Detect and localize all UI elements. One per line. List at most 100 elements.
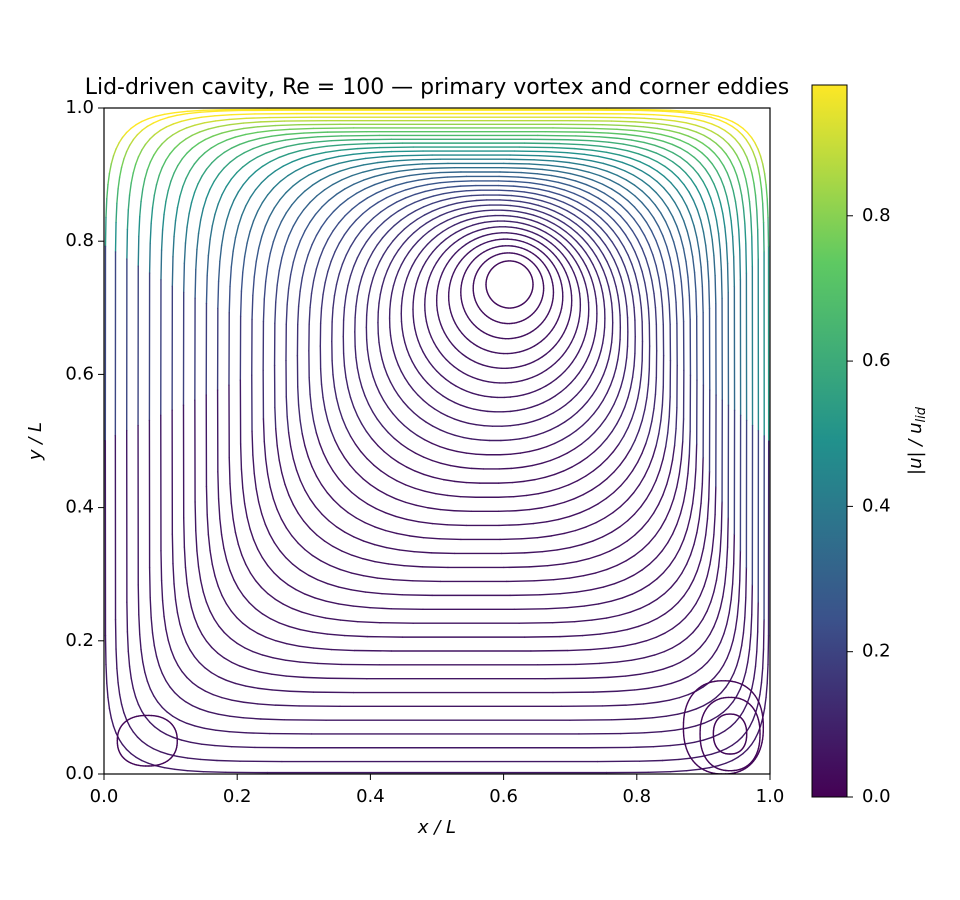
streamline-segment [725, 744, 733, 750]
streamline-segment [599, 550, 611, 556]
streamline-segment [544, 195, 556, 200]
streamline-segment [606, 564, 618, 571]
streamline-segment [523, 191, 536, 195]
streamline-segment [403, 565, 424, 568]
streamline-segment [607, 285, 612, 296]
streamline-segment [436, 242, 442, 248]
streamline-segment [531, 231, 538, 236]
streamline-segment [562, 201, 573, 208]
streamline-segment [303, 676, 329, 679]
streamline-segment [686, 768, 700, 772]
streamline-segment [269, 156, 280, 163]
streamline-segment [205, 601, 211, 612]
streamline-segment [301, 154, 314, 159]
streamline-segment [197, 175, 203, 185]
streamline-segment [658, 277, 662, 292]
streamline-segment [532, 177, 548, 181]
streamline-segment [565, 230, 573, 237]
streamline-segment [593, 406, 600, 415]
streamline-segment [711, 123, 720, 128]
streamline-segment [559, 370, 566, 377]
streamline-segment [664, 508, 671, 520]
streamline-segment [588, 348, 593, 357]
streamline-segment [532, 418, 542, 423]
streamline-segment [679, 139, 689, 145]
streamline-segment [454, 434, 464, 439]
streamline-segment [257, 548, 264, 559]
streamline-segment [343, 456, 351, 466]
streamline-segment [676, 513, 682, 526]
streamline-segment [545, 239, 552, 244]
streamline-segment [624, 234, 632, 244]
streamline-segment [659, 518, 667, 529]
streamline-segment [173, 583, 177, 601]
streamline-segment [404, 186, 417, 191]
streamline-segment [693, 156, 701, 164]
streamline-segment [213, 618, 220, 627]
streamline-segment [326, 210, 335, 220]
streamline-segment [235, 166, 244, 174]
streamline-segment [467, 374, 474, 379]
streamline-segment [323, 540, 334, 548]
streamline-segment [748, 633, 752, 651]
streamline-segment [381, 277, 386, 287]
streamline-segment [738, 229, 741, 251]
streamline-segment [401, 290, 405, 300]
streamline-segment [756, 228, 759, 260]
streamline-segment [402, 237, 410, 245]
streamline-segment [229, 637, 238, 644]
colorbar-label: |u| / ulid [905, 406, 929, 475]
streamline-segment [274, 165, 284, 172]
streamline-segment [597, 155, 612, 160]
streamline-segment [389, 326, 392, 337]
streamline-segment [633, 174, 643, 182]
streamline-segment [688, 294, 691, 321]
streamline-segment [126, 209, 130, 231]
streamline-segment [581, 540, 594, 546]
streamline-segment [347, 387, 352, 399]
streamline-segment [172, 130, 181, 136]
streamline-segment [601, 334, 605, 344]
streamline-segment [766, 198, 769, 219]
streamline-segment [696, 518, 700, 534]
streamline-segment [669, 230, 675, 243]
streamline-segment [397, 205, 408, 212]
streamline-segment [557, 218, 566, 225]
streamline-segment [706, 260, 710, 282]
streamline-segment [595, 568, 608, 574]
streamline-segment [438, 276, 442, 283]
streamline-segment [265, 636, 277, 642]
streamline-segment [553, 408, 561, 414]
streamline-segment [307, 244, 313, 256]
streamline-segment [312, 151, 327, 156]
streamline-segment [627, 387, 632, 399]
streamline-segment [371, 227, 379, 236]
streamline-segment [425, 320, 429, 328]
streamline-segment [685, 725, 697, 729]
streamline-segment [344, 485, 353, 494]
streamline-segment [654, 204, 662, 214]
streamline-segment [171, 256, 174, 288]
streamline-segment [693, 225, 698, 239]
streamline-segment [711, 163, 718, 172]
streamline-segment [211, 563, 216, 577]
streamline-segment [548, 487, 560, 493]
streamline-segment [411, 259, 417, 267]
streamline-segment [426, 238, 434, 245]
streamline-segment [593, 444, 602, 453]
streamline-segment [188, 201, 193, 215]
streamline-segment [225, 559, 231, 572]
streamline-segment [696, 559, 702, 572]
streamline-segment [708, 280, 711, 310]
streamline-segment [576, 201, 587, 208]
streamline-segment [576, 406, 584, 414]
streamline-segment [225, 178, 232, 188]
streamline-segment [299, 419, 303, 435]
streamline-segment [722, 657, 728, 666]
streamline-segment [579, 188, 591, 194]
streamline-segment [347, 511, 357, 519]
streamline-segment [437, 280, 440, 287]
streamline-segment [144, 138, 151, 146]
streamline-segment [710, 750, 721, 755]
streamline-segment [586, 243, 593, 251]
